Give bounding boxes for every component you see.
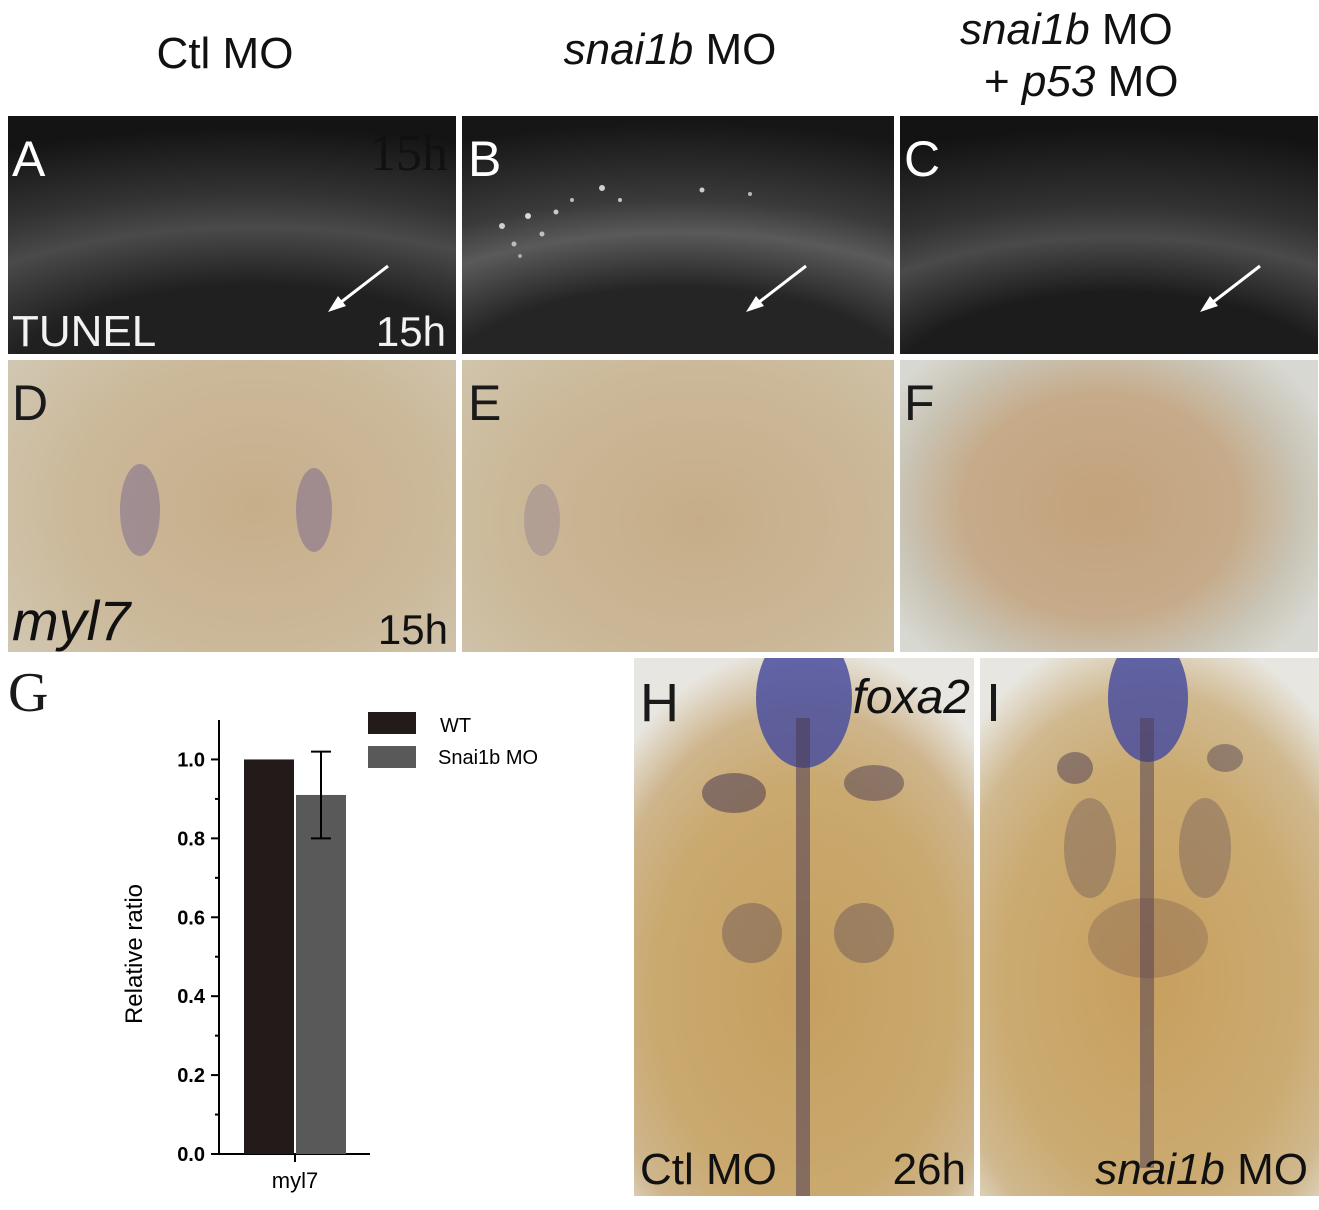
panel-a-ghost-time: 15h	[370, 125, 448, 182]
panel-i-foxa2-snai1b: I snai1b MO	[980, 658, 1319, 1196]
panel-b-tunel-snai1b: B	[462, 116, 894, 354]
x-category-label: myl7	[272, 1168, 318, 1193]
panel-c-label: C	[904, 131, 941, 187]
apoptotic-cells	[499, 185, 752, 258]
arrow-icon	[1200, 264, 1261, 312]
arrow-icon	[746, 264, 807, 312]
panel-i-caption-gene: snai1b	[1095, 1145, 1225, 1194]
y-tick-label: 0.6	[177, 907, 205, 929]
foxa2-expression	[1057, 658, 1243, 1168]
foxa2-expression	[702, 658, 904, 1196]
panel-b-label: B	[468, 131, 502, 187]
panel-f-label: F	[904, 375, 935, 431]
panel-i-caption-rest: MO	[1224, 1145, 1308, 1194]
legend: WT Snai1b MO	[368, 712, 538, 769]
column-header-ctl-text: Ctl MO	[156, 29, 294, 78]
panel-i-label: I	[986, 673, 1002, 733]
column-header-combo-rest2: MO	[1095, 57, 1179, 106]
column-header-snai1b-rest: MO	[693, 25, 777, 74]
column-header-combo-prefix: +	[984, 57, 1022, 106]
y-axis-label: Relative ratio	[121, 884, 148, 1024]
panel-a-tunel-ctl: 15h A TUNEL 15h	[8, 116, 456, 354]
y-tick-label: 0.0	[177, 1144, 205, 1166]
bar-chart: myl7 0.0 0.2 0.4 0.6 0.8 1.0 Relative ratio W…	[121, 712, 538, 1193]
panel-a-stain-label: TUNEL	[12, 307, 157, 354]
panel-c-tunel-snai1b-p53: C	[900, 116, 1318, 354]
y-tick-label: 0.2	[177, 1065, 205, 1087]
panel-d-time-label: 15h	[377, 606, 448, 652]
legend-label-mo: Snai1b MO	[438, 747, 538, 769]
legend-swatch-wt	[368, 712, 416, 734]
column-header-combo-gene1: snai1b	[960, 5, 1090, 54]
column-header-combo-gene2: p53	[1021, 57, 1096, 106]
myl7-expression	[524, 484, 560, 556]
column-header-combo-rest1: MO	[1089, 5, 1173, 54]
panel-h-label: H	[640, 673, 679, 733]
column-header-snai1b-mo: snai1b MO	[520, 26, 820, 74]
panel-h-time-label: 26h	[892, 1145, 966, 1194]
panel-h-caption: Ctl MO	[640, 1145, 777, 1194]
column-header-ctl-mo: Ctl MO	[120, 30, 330, 78]
panel-d-gene-label: myl7	[12, 589, 131, 652]
panel-h-gene-label: foxa2	[852, 671, 970, 724]
arrow-icon	[328, 264, 389, 312]
panel-e-myl7-snai1b: E	[462, 360, 894, 652]
bar-wt	[244, 759, 294, 1154]
panel-d-label: D	[12, 375, 49, 431]
bar-snai1b-mo	[296, 794, 346, 1154]
y-tick-label: 0.8	[177, 828, 205, 850]
column-header-snai1b-gene: snai1b	[563, 25, 694, 74]
panel-i-caption: snai1b MO	[1095, 1148, 1308, 1192]
y-tick-label: 1.0	[177, 749, 205, 771]
myl7-expression	[120, 464, 332, 556]
panel-f-myl7-snai1b-p53: F	[900, 360, 1318, 652]
panel-a-time-label: 15h	[375, 308, 446, 354]
panel-h-foxa2-ctl: H foxa2 Ctl MO 26h	[634, 658, 974, 1196]
panel-a-label: A	[12, 131, 46, 187]
panel-g-label: G	[8, 662, 49, 724]
y-tick-label: 0.4	[177, 986, 206, 1008]
panel-e-label: E	[468, 375, 502, 431]
panel-d-myl7-ctl: D myl7 15h	[8, 360, 456, 652]
column-header-snai1b-p53-mo: snai1b MO + p53 MO	[960, 4, 1260, 108]
legend-swatch-mo	[368, 746, 416, 768]
legend-label-wt: WT	[440, 715, 471, 737]
